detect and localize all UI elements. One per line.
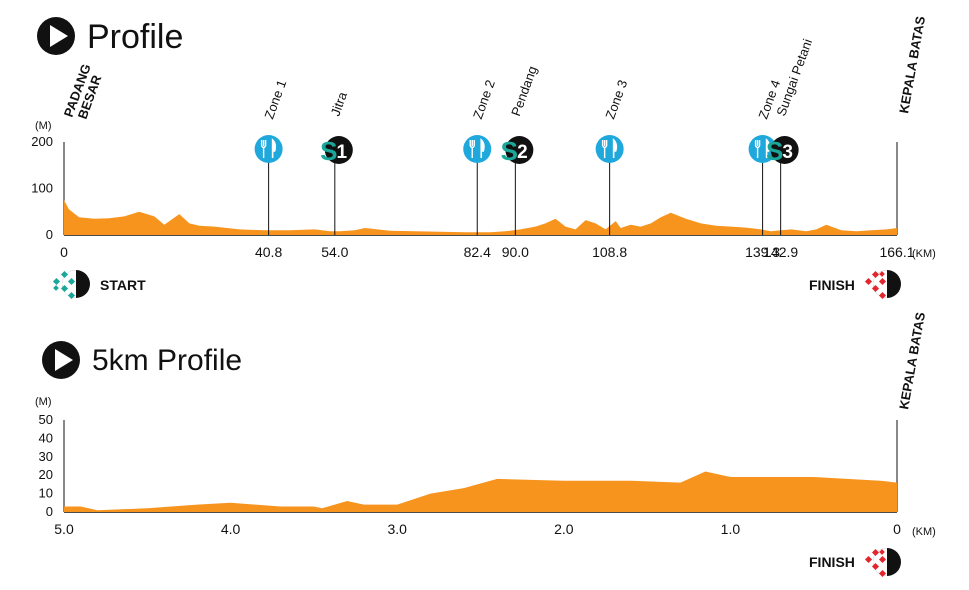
profile-x-unit: (KM) xyxy=(912,248,936,260)
sprint-letter: S xyxy=(320,136,337,166)
finish-label: FINISH xyxy=(809,277,855,293)
knife-glyph xyxy=(480,138,485,158)
fork-glyph xyxy=(469,140,475,158)
knife-glyph xyxy=(765,138,771,158)
fork-glyph xyxy=(601,140,608,158)
finish-checker-icon xyxy=(864,270,901,300)
sprint-marker: Sungai Petani S 3 xyxy=(766,37,815,235)
profile5-y-unit: (M) xyxy=(35,396,52,408)
profile5-x-tick-label: 3.0 xyxy=(387,521,407,537)
profile5-title: 5km Profile xyxy=(92,344,242,377)
profile5-x-tick-label: 0 xyxy=(893,521,901,537)
profile-x-tick-label: 0 xyxy=(60,244,68,260)
profile-y-ticks: 0 100 200 xyxy=(31,134,53,242)
marker-label: Zone 3 xyxy=(602,78,630,121)
finish-checker-icon xyxy=(864,548,901,578)
knife-glyph xyxy=(271,138,277,158)
feed-zone-marker: Zone 3 xyxy=(595,78,630,235)
knife-glyph xyxy=(612,138,618,158)
profile5-x-tick-label: 2.0 xyxy=(554,521,574,537)
finish-label-5km: FINISH xyxy=(809,554,855,570)
sprint-badge-icon xyxy=(770,136,799,164)
profile-y-tick-label: 0 xyxy=(46,227,53,242)
fork-glyph xyxy=(754,140,761,158)
start-label: START xyxy=(100,277,146,293)
profile5-y-tick-label: 10 xyxy=(39,486,53,501)
fork-knife-icon xyxy=(595,135,624,163)
start-badge: START xyxy=(52,270,146,300)
fork-knife-icon xyxy=(254,135,283,163)
sprint-number: 3 xyxy=(782,142,793,163)
sprint-number: 1 xyxy=(337,142,348,163)
profile5-x-unit: (KM) xyxy=(912,526,936,538)
profile5-y-tick-label: 40 xyxy=(39,430,53,445)
profile-x-tick-label: 40.8 xyxy=(255,244,282,260)
profile-y-tick-label: 200 xyxy=(31,134,53,149)
marker-label: Zone 1 xyxy=(261,78,289,121)
sprint-marker: Jitra S 1 xyxy=(320,89,353,235)
profile5-y-tick-label: 50 xyxy=(39,412,53,427)
marker-label: Jitra xyxy=(328,89,351,118)
fork-knife-icon xyxy=(463,135,492,163)
marker-label: Sungai Petani xyxy=(773,37,815,118)
profile5-x-tick-label: 4.0 xyxy=(221,521,241,537)
feed-zone-marker: Zone 1 xyxy=(254,78,289,235)
profile-x-tick-label: 90.0 xyxy=(502,244,529,260)
profile5-x-tick-label: 5.0 xyxy=(54,521,74,537)
sprint-letter: S xyxy=(766,136,783,166)
profile-elevation-area xyxy=(64,200,897,235)
sprint-letter: S xyxy=(501,136,518,166)
start-checker-icon xyxy=(52,270,90,300)
sprint-marker: Pendang S 2 xyxy=(501,64,540,235)
profile5-y-ticks: 0 10 20 30 40 50 xyxy=(39,412,53,519)
profile-x-tick-label: 108.8 xyxy=(592,244,627,260)
sprint-badge-icon xyxy=(505,136,534,164)
fork-glyph xyxy=(260,140,267,158)
profile5-x-ticks: 5.0 4.0 3.0 2.0 1.0 0 xyxy=(54,521,901,537)
profile5-y-tick-label: 30 xyxy=(39,449,53,464)
profile-x-tick-label: 166.1 xyxy=(879,244,914,260)
profile-y-tick-label: 100 xyxy=(31,181,53,196)
play-triangle-glyph xyxy=(50,25,68,47)
feed-zone-marker: Zone 2 xyxy=(463,78,498,235)
profile-header: Profile xyxy=(37,17,183,56)
finish-badge-5km: FINISH xyxy=(809,548,901,578)
profile5-y-tick-label: 20 xyxy=(39,467,53,482)
finish-badge: FINISH xyxy=(809,270,901,300)
profile-title: Profile xyxy=(87,18,183,56)
marker-label: Pendang xyxy=(508,64,540,118)
sprint-badge-icon xyxy=(324,136,353,164)
profile5-end-place-label: KEPALA BATAS xyxy=(896,311,928,411)
profile-y-unit: (M) xyxy=(35,120,52,132)
profile-x-tick-label: 139.3 xyxy=(745,244,780,260)
profile-x-tick-label: 82.4 xyxy=(464,244,491,260)
end-place-label: KEPALA BATAS xyxy=(896,15,928,115)
profile5-x-tick-label: 1.0 xyxy=(721,521,741,537)
marker-label: Zone 2 xyxy=(470,78,498,121)
profile5-y-tick-label: 0 xyxy=(46,504,53,519)
profile5-elevation-area xyxy=(64,471,897,512)
profile-x-tick-label: 142.9 xyxy=(763,244,798,260)
play-triangle-glyph xyxy=(55,349,73,371)
sprint-number: 2 xyxy=(517,142,528,163)
profile5-header: 5km Profile xyxy=(42,341,242,379)
profile-x-tick-label: 54.0 xyxy=(321,244,348,260)
